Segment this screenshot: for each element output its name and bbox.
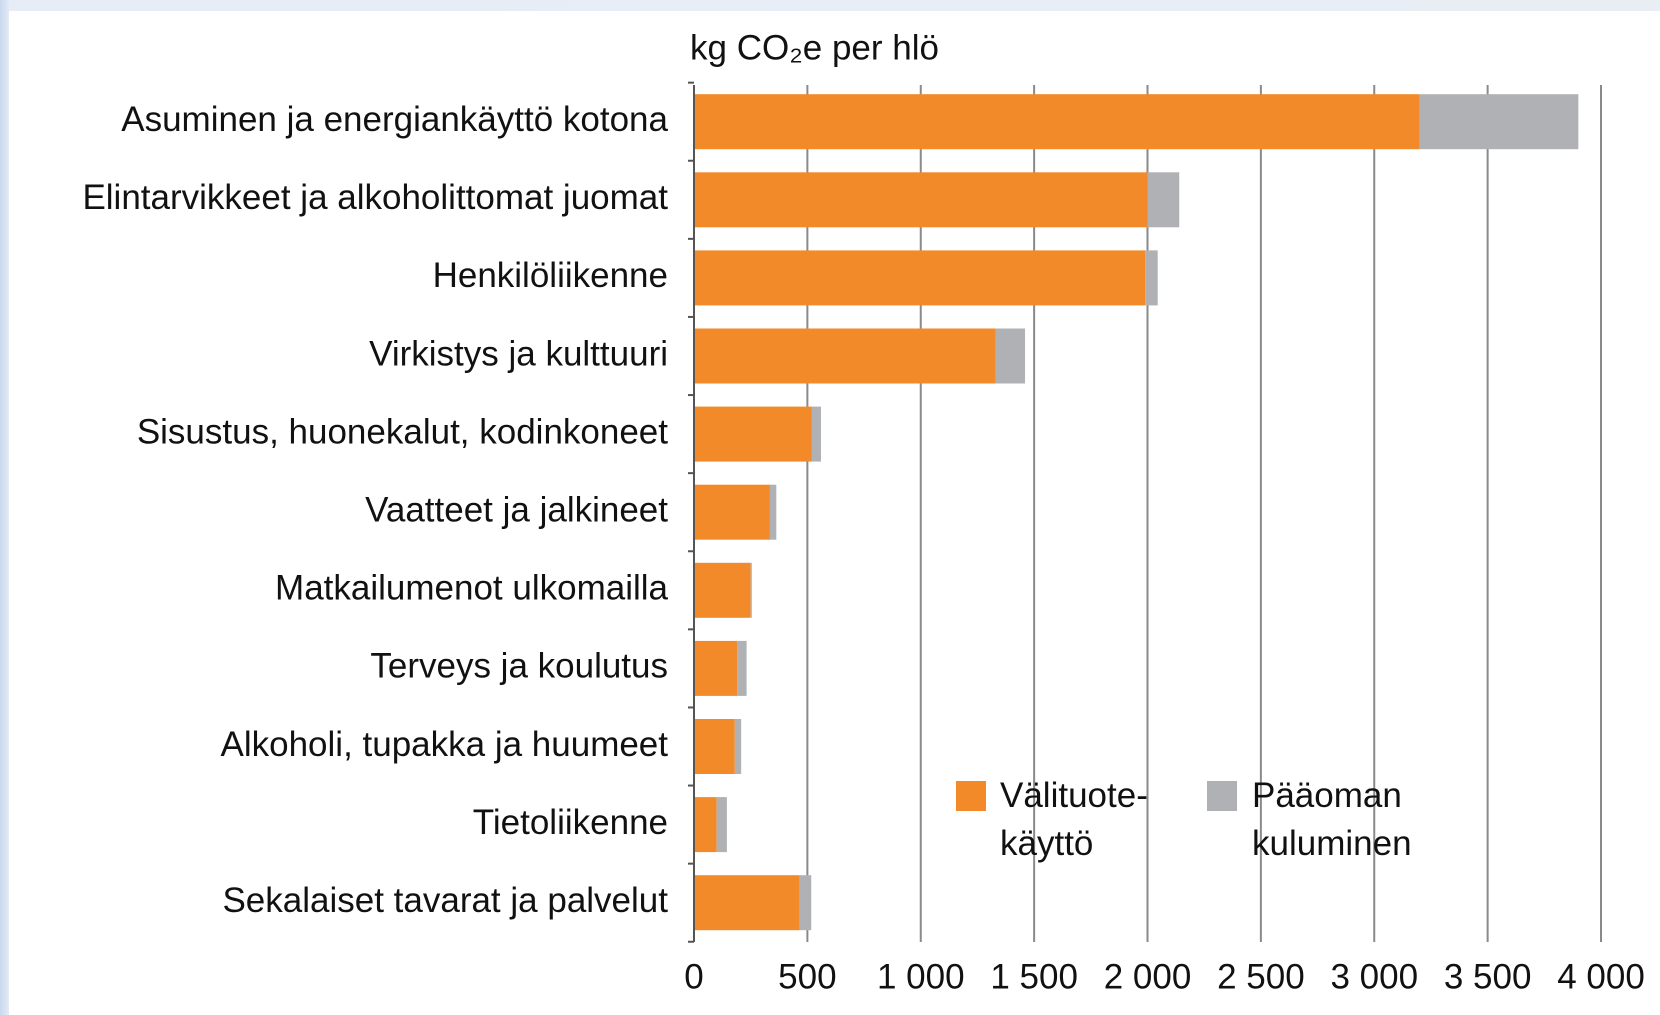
bar-segment <box>750 562 752 618</box>
axis-unit-label: kg CO₂e per hlö <box>690 28 939 67</box>
bar-segment <box>694 406 812 462</box>
y-tick-label: Virkistys ja kulttuuri <box>369 334 668 373</box>
bar-segment <box>694 328 996 384</box>
y-tick-label: Asuminen ja energiankäyttö kotona <box>121 100 668 139</box>
bar-segment <box>694 719 735 774</box>
y-tick-label: Alkoholi, tupakka ja huumeet <box>221 725 669 764</box>
legend-label: Pääoman kuluminen <box>1252 776 1412 863</box>
bar-segment <box>694 875 800 931</box>
y-tick-label: Tietoliikenne <box>473 803 668 842</box>
bar-segment <box>811 406 821 462</box>
x-tick-label: 4 000 <box>1557 957 1645 996</box>
bar-segment <box>694 172 1148 228</box>
bar-segment <box>769 484 777 540</box>
x-tick-label: 2 000 <box>1104 957 1192 996</box>
bar-segment <box>995 328 1026 384</box>
bar-segment <box>1419 94 1579 150</box>
y-tick-label: Sisustus, huonekalut, kodinkoneet <box>137 412 668 451</box>
bar-segment <box>694 484 770 540</box>
x-tick-label: 2 500 <box>1217 957 1305 996</box>
bar-segment <box>734 719 742 774</box>
legend-swatch <box>1207 781 1237 811</box>
x-tick-label: 0 <box>684 957 703 996</box>
x-tick-label: 1 000 <box>877 957 965 996</box>
bar-segment <box>1147 172 1180 228</box>
bar-segment <box>799 875 812 931</box>
y-tick-label: Matkailumenot ulkomailla <box>275 569 668 608</box>
bar-segment <box>694 94 1420 150</box>
bar-segment <box>737 640 747 696</box>
x-tick-label: 3 000 <box>1330 957 1418 996</box>
y-tick-label: Vaatteet ja jalkineet <box>365 490 668 529</box>
y-tick-label: Elintarvikkeet ja alkoholittomat juomat <box>82 178 668 217</box>
x-tick-label: 3 500 <box>1444 957 1532 996</box>
y-tick-label: Terveys ja koulutus <box>370 647 668 686</box>
bar-segment <box>694 797 717 853</box>
legend-swatch <box>956 781 986 811</box>
y-tick-label: Sekalaiset tavarat ja palvelut <box>222 881 668 920</box>
bar-segment <box>1145 250 1158 306</box>
bar-segment <box>694 640 738 696</box>
legend-label: Välituote-käyttö <box>1000 776 1148 863</box>
x-tick-label: 1 500 <box>990 957 1078 996</box>
bar-segment <box>694 562 751 618</box>
bar-segment <box>694 250 1146 306</box>
bar-segment <box>716 797 727 853</box>
x-tick-label: 500 <box>778 957 836 996</box>
y-tick-label: Henkilöliikenne <box>433 256 668 295</box>
